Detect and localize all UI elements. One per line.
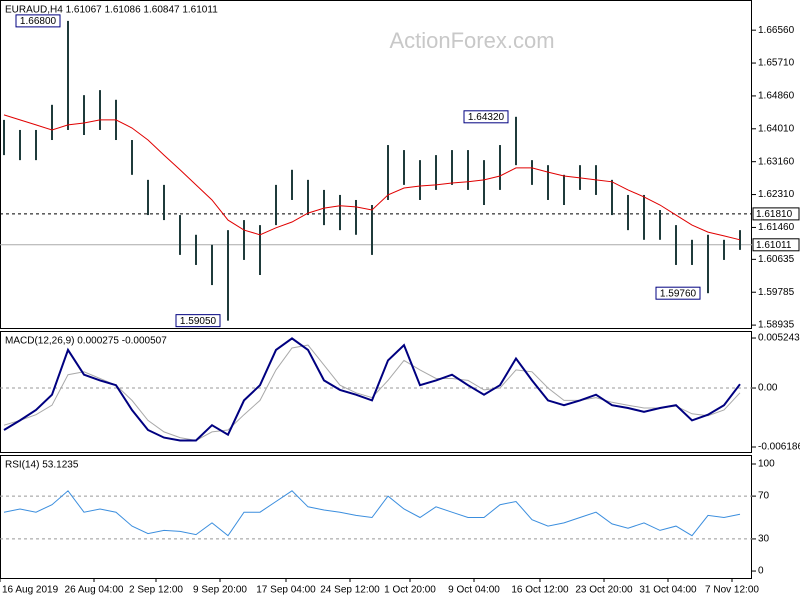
annotation-label: 1.59050 — [180, 316, 217, 327]
y-tick-label: -0.006186 — [758, 442, 800, 453]
x-tick-label: 7 Nov 12:00 — [705, 585, 759, 596]
panel-frame — [0, 455, 752, 579]
annotation-box — [175, 314, 221, 328]
y-tick-label: 1.59785 — [758, 287, 795, 298]
y-tick-label: 1.63160 — [758, 156, 795, 167]
macd-line — [3, 337, 741, 442]
level-label: 1.61011 — [756, 240, 792, 251]
annotation-label: 1.64320 — [468, 112, 505, 123]
y-tick-label: 1.58935 — [758, 320, 795, 331]
x-tick-label: 9 Oct 04:00 — [448, 585, 500, 596]
y-tick-label: 0 — [758, 566, 764, 577]
y-tick-label: 1.61460 — [758, 222, 795, 233]
level-label-box — [752, 207, 800, 221]
y-tick-label: 1.60635 — [758, 254, 795, 265]
y-tick-label: 100 — [758, 459, 775, 470]
y-tick-label: 1.64010 — [758, 123, 795, 134]
y-tick-label: 1.64860 — [758, 91, 795, 102]
watermark: ActionForex.com — [389, 28, 554, 53]
moving-average — [3, 114, 741, 241]
y-tick-label: 30 — [758, 534, 770, 545]
x-tick-label: 24 Sep 12:00 — [320, 585, 380, 596]
annotation-label: 1.66800 — [20, 16, 57, 27]
x-tick-label: 1 Oct 20:00 — [384, 585, 436, 596]
annotation-box — [15, 14, 61, 28]
level-label: 1.61810 — [756, 209, 793, 220]
x-tick-label: 16 Oct 12:00 — [511, 585, 569, 596]
level-label-box — [752, 238, 800, 252]
panel-title: RSI(14) 53.1235 — [5, 460, 79, 471]
panel-title: EURAUD,H4 1.61067 1.61086 1.60847 1.6101… — [5, 5, 218, 16]
panel-title: MACD(12,26,9) 0.000275 -0.000507 — [5, 336, 167, 347]
y-tick-label: 70 — [758, 491, 770, 502]
rsi-line — [3, 490, 741, 537]
panel-frame — [0, 0, 752, 329]
y-tick-label: 0.005243 — [758, 333, 800, 344]
x-tick-label: 16 Aug 2019 — [2, 585, 59, 596]
y-tick-label: 0.00 — [758, 383, 778, 394]
x-tick-label: 26 Aug 04:00 — [65, 585, 124, 596]
panel-frame — [0, 331, 752, 453]
x-tick-label: 2 Sep 12:00 — [129, 585, 183, 596]
signal-line — [3, 344, 741, 442]
x-tick-label: 9 Sep 20:00 — [193, 585, 247, 596]
annotation-box — [655, 286, 701, 300]
annotation-box — [463, 110, 509, 124]
y-tick-label: 1.66560 — [758, 25, 795, 36]
x-tick-label: 31 Oct 04:00 — [639, 585, 697, 596]
y-tick-label: 1.65710 — [758, 58, 795, 69]
annotation-label: 1.59760 — [660, 288, 697, 299]
x-tick-label: 17 Sep 04:00 — [256, 585, 316, 596]
x-tick-label: 23 Oct 20:00 — [575, 585, 633, 596]
y-tick-label: 1.62310 — [758, 189, 795, 200]
